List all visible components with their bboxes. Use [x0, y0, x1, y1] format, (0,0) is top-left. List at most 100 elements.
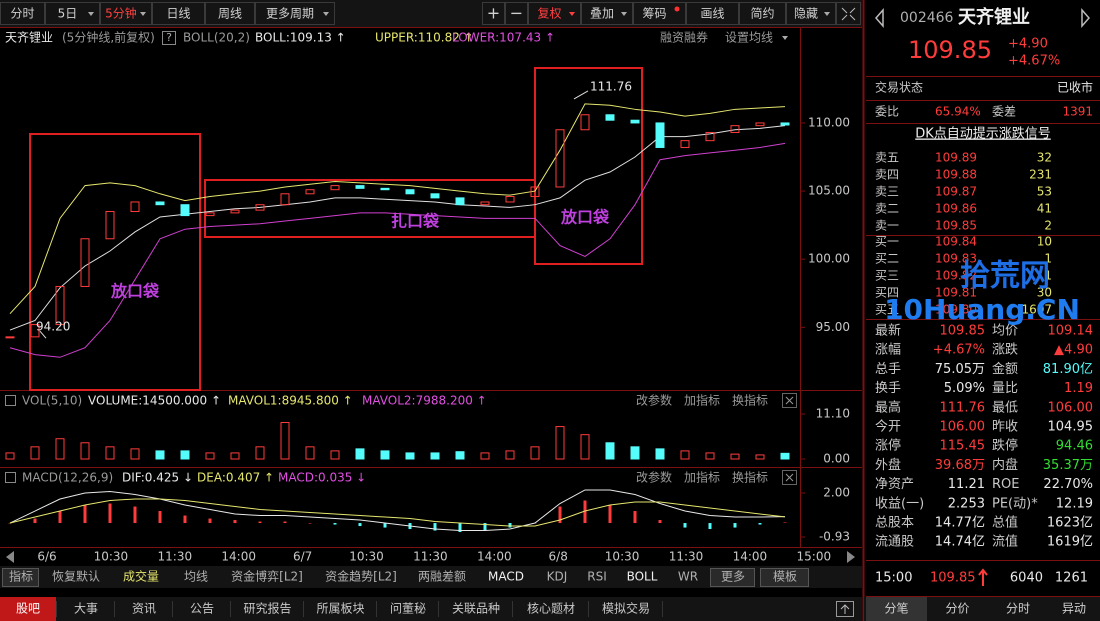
label: 22.70% — [1043, 477, 1093, 492]
bottom-tab[interactable]: 所属板块 — [316, 602, 364, 616]
tool-button[interactable] — [205, 2, 255, 25]
tab-box[interactable] — [760, 568, 809, 587]
back-icon[interactable] — [875, 8, 884, 28]
tool-button-label[interactable]: 复权 — [537, 7, 561, 21]
label: (5分钟线,前复权) — [62, 30, 155, 45]
scroll-left[interactable] — [6, 551, 14, 563]
tool-button-label[interactable]: 画线 — [700, 7, 724, 21]
close-box[interactable] — [782, 393, 797, 408]
side-tab[interactable]: 分时 — [1006, 602, 1030, 616]
tool-button-label[interactable]: 筹码 — [642, 7, 666, 21]
label: 买一 — [875, 235, 899, 249]
link[interactable]: 加指标 — [684, 393, 720, 408]
close-box[interactable] — [782, 470, 797, 485]
tool-button-label[interactable]: − — [510, 4, 523, 23]
indicator-tab[interactable]: 均线 — [184, 570, 208, 584]
indicator-tab[interactable]: 模板 — [773, 570, 797, 584]
bottom-tab[interactable]: 资讯 — [132, 602, 156, 616]
indicator-tab[interactable]: 两融差额 — [418, 570, 466, 584]
tool-button[interactable] — [45, 2, 100, 25]
indicator-tab[interactable]: WR — [678, 570, 698, 584]
volume-bar — [80, 442, 90, 460]
indicator-tab[interactable]: 资金博弈[L2] — [231, 569, 303, 584]
tool-button-label[interactable]: 周线 — [218, 7, 242, 21]
tool-button-label[interactable]: 简约 — [750, 6, 774, 21]
indicator-tab[interactable]: MACD — [488, 570, 524, 584]
tool-button[interactable] — [786, 2, 836, 25]
bottom-tab[interactable]: 问董秘 — [390, 602, 426, 616]
label: 最高 — [875, 399, 901, 415]
side-tab[interactable]: 分价 — [945, 602, 969, 616]
link[interactable]: 加指标 — [684, 470, 720, 485]
tool-button[interactable] — [152, 2, 205, 25]
label[interactable]: ? — [166, 31, 172, 44]
tab-active[interactable] — [866, 597, 927, 621]
indicator-tab[interactable]: BOLL — [627, 570, 658, 584]
tool-button[interactable] — [633, 2, 686, 25]
bottom-tab[interactable]: 大事 — [74, 602, 98, 616]
tool-button-label[interactable]: 隐藏 — [794, 7, 818, 21]
volume-bar — [780, 452, 790, 460]
tool-button[interactable] — [255, 2, 335, 25]
tool-button-label[interactable]: 5日 — [58, 7, 78, 21]
tool-button-label[interactable]: 叠加 — [590, 7, 614, 21]
fullscreen-button[interactable] — [836, 2, 861, 25]
label: 今开 — [875, 419, 901, 435]
tool-button-label[interactable]: 日线 — [166, 7, 190, 21]
x-tick-label: 6/6 — [37, 550, 56, 564]
tool-button[interactable] — [505, 2, 528, 25]
indicator-tab[interactable]: RSI — [587, 570, 607, 584]
tab-box[interactable] — [2, 568, 39, 587]
bottom-tab[interactable]: 核心题材 — [527, 602, 575, 616]
candle — [330, 185, 340, 191]
tab-active[interactable] — [0, 597, 56, 621]
tool-button[interactable] — [100, 2, 152, 25]
label: 总股本 — [875, 516, 914, 531]
volume-bar — [380, 450, 390, 460]
tool-button[interactable] — [528, 2, 581, 25]
tab-box[interactable] — [710, 568, 755, 587]
tool-button[interactable] — [581, 2, 633, 25]
indicator-tab[interactable]: 指标 — [9, 569, 33, 584]
signal-link[interactable]: DK点自动提示涨跌信号 — [915, 126, 1051, 142]
label: 量比 — [992, 381, 1018, 396]
label: 流通股 — [875, 535, 914, 550]
bottom-tab[interactable]: 股吧 — [16, 602, 40, 616]
label: 104.95 — [1048, 420, 1094, 435]
indicator-tab[interactable]: KDJ — [547, 570, 568, 584]
tool-button[interactable] — [482, 2, 505, 25]
panel-icon — [5, 395, 16, 406]
forward-icon[interactable] — [1081, 8, 1090, 28]
tool-button-label[interactable]: 更多周期 — [266, 7, 314, 21]
indicator-tab[interactable]: 资金趋势[L2] — [325, 569, 397, 584]
link[interactable]: 设置均线 — [725, 31, 773, 45]
link[interactable]: 改参数 — [636, 470, 672, 485]
tool-button-label[interactable]: 分时 — [10, 7, 34, 21]
bottom-tab[interactable]: 研究报告 — [243, 601, 291, 616]
indicator-tab[interactable]: 更多 — [721, 570, 745, 584]
indicator-tab[interactable]: 成交量 — [123, 569, 159, 584]
side-tab[interactable]: 异动 — [1062, 602, 1086, 616]
label: 002466 — [900, 10, 954, 26]
side-tab[interactable]: 分笔 — [884, 601, 908, 616]
link[interactable]: 换指标 — [732, 393, 768, 408]
indicator-tab[interactable]: 恢复默认 — [52, 569, 100, 584]
highlight-box — [534, 67, 643, 265]
scroll-right[interactable] — [847, 551, 855, 563]
bottom-tab[interactable]: 公告 — [190, 602, 214, 616]
bottom-tab[interactable]: 模拟交易 — [602, 601, 650, 616]
tool-button-label[interactable]: + — [487, 4, 500, 23]
link[interactable]: 改参数 — [636, 393, 672, 408]
upload-icon[interactable] — [836, 601, 854, 617]
tool-button[interactable] — [686, 2, 739, 25]
help-box[interactable] — [162, 31, 176, 45]
label: 15:00 — [875, 571, 912, 586]
label: VOL(5,10) — [22, 394, 82, 408]
tool-button-label[interactable]: 5分钟 — [105, 6, 137, 21]
bottom-tab[interactable]: 关联品种 — [452, 602, 500, 616]
tool-button[interactable] — [739, 2, 786, 25]
link[interactable]: 融资融券 — [660, 30, 708, 45]
tool-button[interactable] — [0, 2, 45, 25]
x-tick-label: 6/8 — [549, 550, 568, 564]
link[interactable]: 换指标 — [732, 470, 768, 485]
